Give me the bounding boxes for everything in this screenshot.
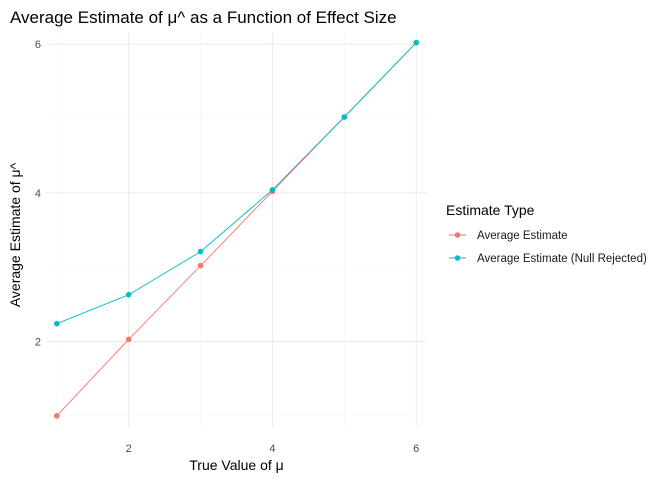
legend-key-point: [454, 255, 461, 261]
y-tick-label: 4: [35, 188, 41, 200]
series-1-point: [197, 262, 204, 269]
y-tick-label: 2: [35, 337, 41, 349]
axis-ticks: 2 4 6 2 4 6: [35, 39, 419, 455]
x-axis-title: True Value of μ: [189, 457, 283, 473]
series-1-point: [53, 413, 60, 419]
chart-title: Average Estimate of μ^ as a Function of …: [10, 8, 397, 27]
legend-title: Estimate Type: [446, 202, 535, 218]
legend-label: Average Estimate: [477, 230, 568, 242]
x-tick-label: 2: [126, 443, 132, 455]
x-tick-label: 4: [269, 443, 275, 455]
series-layer: [53, 39, 420, 419]
x-tick-label: 6: [413, 443, 419, 455]
series-2-point: [53, 320, 60, 327]
series-2-point: [269, 187, 276, 193]
y-tick-label: 6: [35, 39, 41, 51]
y-axis-title: Average Estimate of μ^: [7, 162, 23, 307]
series-2-point: [197, 248, 204, 255]
series-2-point: [125, 291, 132, 298]
legend: Estimate Type Average Estimate Average Es…: [446, 202, 647, 265]
series-line-2: [56, 42, 417, 325]
series-2-point: [341, 114, 348, 120]
grid: [46, 33, 427, 427]
series-2-point: [413, 39, 420, 46]
series-1-point: [125, 336, 132, 343]
legend-label: Average Estimate (Null Rejected): [477, 253, 647, 265]
legend-key-point: [454, 232, 461, 238]
